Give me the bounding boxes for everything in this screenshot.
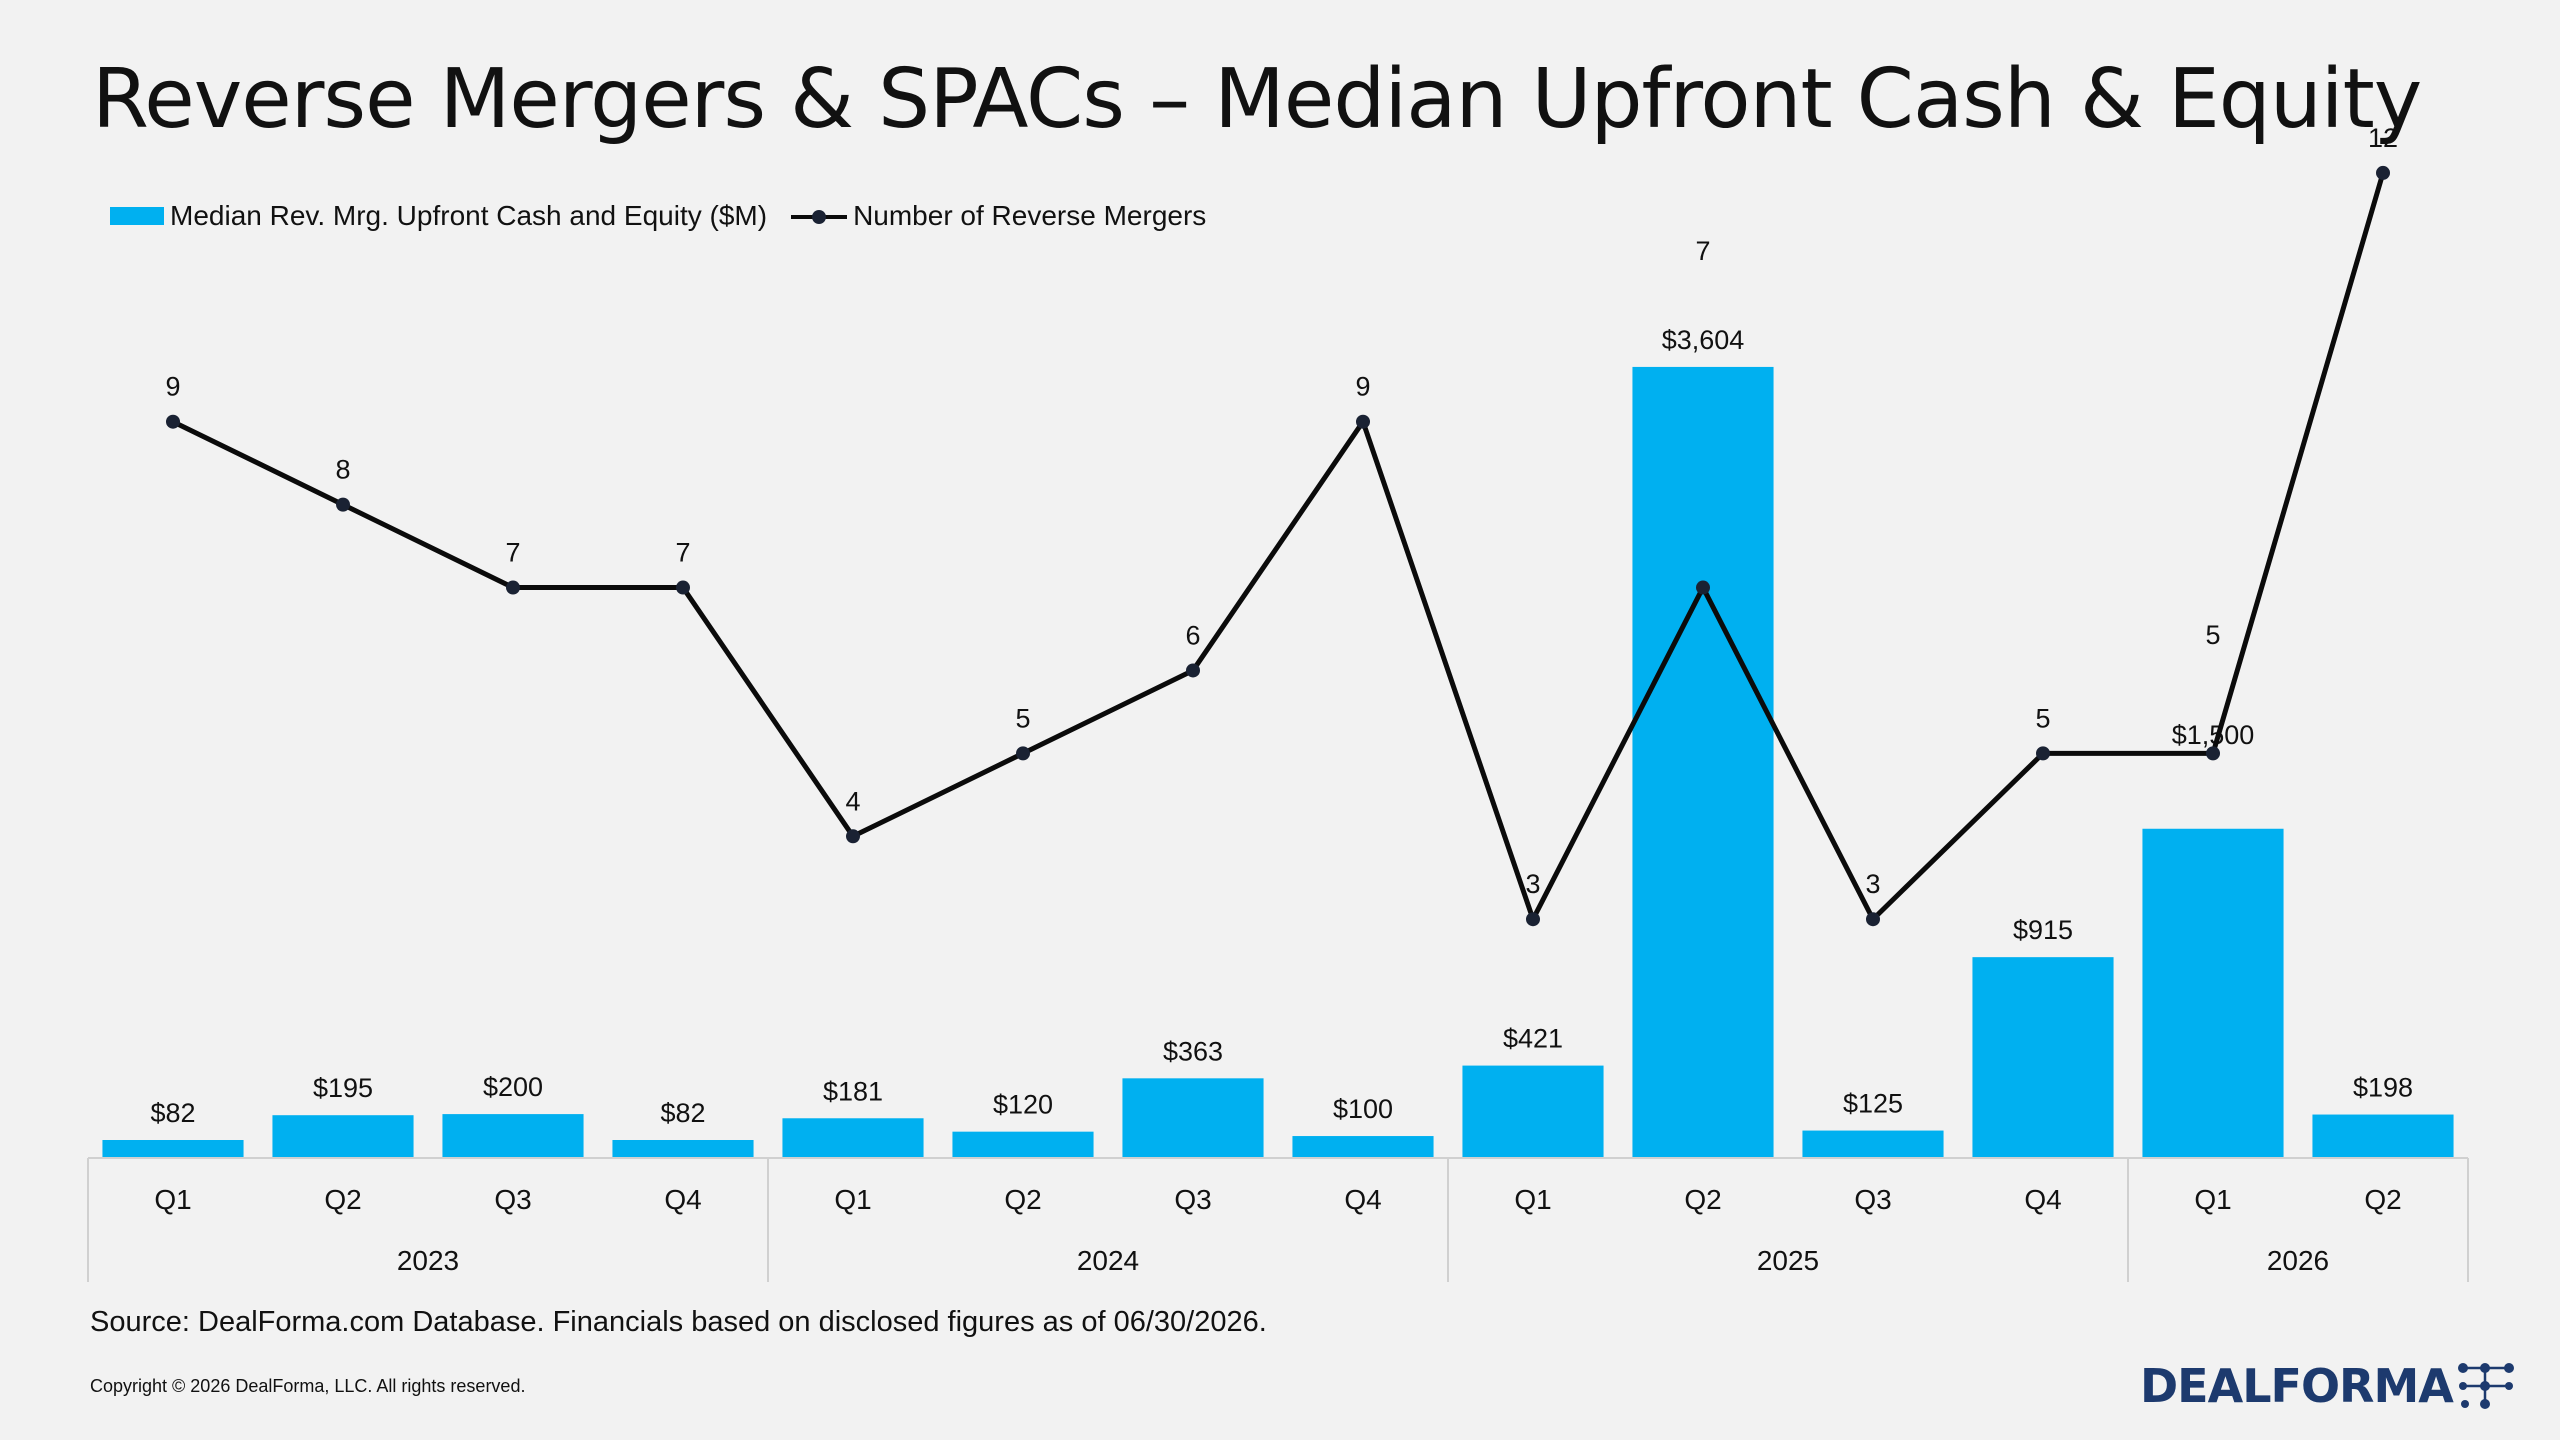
x-tick-label-0: Q1 <box>154 1184 191 1215</box>
line-point-6 <box>1186 663 1200 678</box>
x-tick-label-13: Q2 <box>2364 1184 2401 1215</box>
line-point-9 <box>1696 580 1710 595</box>
line-point-5 <box>1016 746 1030 761</box>
bar-value-label-0: $82 <box>150 1098 195 1128</box>
line-value-label-3: 7 <box>675 538 690 568</box>
bar-value-label-2: $200 <box>483 1072 543 1102</box>
bar-13 <box>2312 1114 2454 1158</box>
bar-3 <box>612 1140 754 1158</box>
line-value-label-1: 8 <box>335 455 350 485</box>
line-point-13 <box>2376 165 2390 180</box>
line-point-1 <box>336 497 350 512</box>
x-tick-label-6: Q3 <box>1174 1184 1211 1215</box>
line-point-4 <box>846 829 860 844</box>
bar-4 <box>782 1118 924 1158</box>
bar-value-label-13: $198 <box>2353 1073 2413 1103</box>
bar-value-label-10: $125 <box>1843 1089 1903 1119</box>
line-point-12 <box>2206 746 2220 761</box>
bar-8 <box>1462 1065 1604 1158</box>
x-tick-label-1: Q2 <box>324 1184 361 1215</box>
bar-10 <box>1802 1130 1944 1158</box>
x-tick-label-3: Q4 <box>664 1184 701 1215</box>
bar-0 <box>102 1140 244 1158</box>
line-value-label-12: 5 <box>2205 620 2220 650</box>
network-dots-icon <box>2457 1363 2514 1409</box>
line-point-8 <box>1526 912 1540 927</box>
line-point-3 <box>676 580 690 595</box>
line-series-number-of-reverse-mergers <box>171 172 2386 922</box>
line-value-label-7: 9 <box>1355 372 1370 402</box>
bar-6 <box>1122 1078 1264 1158</box>
x-tick-label-11: Q4 <box>2024 1184 2061 1215</box>
x-tick-label-10: Q3 <box>1854 1184 1891 1215</box>
bar-value-label-9: $3,604 <box>1662 325 1745 355</box>
bar-value-label-5: $120 <box>993 1090 1053 1120</box>
line-value-label-6: 6 <box>1185 620 1200 650</box>
line-point-2 <box>506 580 520 595</box>
x-group-label-2025: 2025 <box>1757 1245 1819 1276</box>
chart-title: Reverse Mergers & SPACs – Median Upfront… <box>92 52 2422 147</box>
x-tick-label-2: Q3 <box>494 1184 531 1215</box>
bar-value-label-7: $100 <box>1333 1094 1393 1124</box>
x-group-label-2024: 2024 <box>1077 1245 1139 1276</box>
x-group-label-2026: 2026 <box>2267 1245 2329 1276</box>
x-tick-label-12: Q1 <box>2194 1184 2231 1215</box>
line-value-label-10: 3 <box>1865 869 1880 899</box>
x-group-label-2023: 2023 <box>397 1245 459 1276</box>
line-point-7 <box>1356 414 1370 429</box>
legend-item-line: Number of Reverse Mergers <box>791 200 1206 232</box>
legend-line-swatch <box>791 207 848 225</box>
logo-wordmark: DEALFORMA <box>2140 1359 2454 1413</box>
line-value-label-5: 5 <box>1015 703 1030 733</box>
dealforma-logo: DEALFORMA <box>2140 1356 2519 1416</box>
source-note: Source: DealForma.com Database. Financia… <box>90 1306 1267 1338</box>
line-value-label-0: 9 <box>165 372 180 402</box>
bar-value-label-11: $915 <box>2013 915 2073 945</box>
bar-9 <box>1632 366 1774 1158</box>
line-value-label-4: 4 <box>845 786 860 816</box>
line-point-10 <box>1866 912 1880 927</box>
legend-line-label: Number of Reverse Mergers <box>853 200 1207 231</box>
line-point-0 <box>166 414 180 429</box>
bar-5 <box>952 1131 1094 1158</box>
bar-12 <box>2142 828 2284 1158</box>
bar-value-label-6: $363 <box>1163 1036 1223 1066</box>
line-value-label-11: 5 <box>2035 703 2050 733</box>
legend-item-bar: Median Rev. Mrg. Upfront Cash and Equity… <box>110 200 767 232</box>
line-value-label-9: 7 <box>1695 236 1710 266</box>
legend-bar-swatch <box>110 207 164 225</box>
legend-bar-label: Median Rev. Mrg. Upfront Cash and Equity… <box>170 200 768 231</box>
bar-7 <box>1292 1136 1434 1158</box>
line-value-label-13: 12 <box>2368 123 2398 153</box>
x-tick-label-7: Q4 <box>1344 1184 1381 1215</box>
bar-value-label-4: $181 <box>823 1076 883 1106</box>
bar-2 <box>442 1114 584 1158</box>
x-tick-label-5: Q2 <box>1004 1184 1041 1215</box>
x-tick-label-8: Q1 <box>1514 1184 1551 1215</box>
bar-value-label-1: $195 <box>313 1073 373 1103</box>
bar-value-label-8: $421 <box>1503 1024 1563 1054</box>
x-tick-label-4: Q1 <box>834 1184 871 1215</box>
bar-1 <box>272 1115 414 1158</box>
chart-legend: Median Rev. Mrg. Upfront Cash and Equity… <box>110 196 1230 236</box>
bar-11 <box>1972 957 2114 1158</box>
line-point-11 <box>2036 746 2050 761</box>
line-value-label-8: 3 <box>1525 869 1540 899</box>
bar-value-label-3: $82 <box>660 1098 705 1128</box>
x-tick-label-9: Q2 <box>1684 1184 1721 1215</box>
line-value-label-2: 7 <box>505 538 520 568</box>
copyright-note: Copyright © 2026 DealForma, LLC. All rig… <box>90 1376 526 1396</box>
